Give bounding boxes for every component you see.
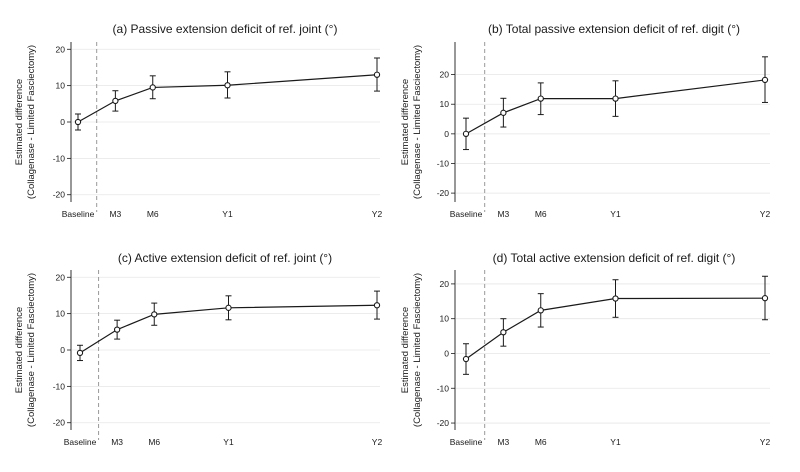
x-tick-label: Y2 [760,437,771,447]
y-tick-label: 0 [60,117,65,127]
y-tick-label: -10 [53,381,66,391]
y-axis-label: Estimated difference [400,307,411,393]
data-point [500,109,507,116]
data-point [151,311,158,318]
y-axis-label-secondary: (Collagenase - Limited Fasciectomy) [26,45,37,199]
data-point [462,355,470,363]
data-point [761,76,769,84]
data-point [113,326,121,333]
data-point [537,95,544,102]
data-point [537,307,544,314]
x-tick-label: M6 [148,437,160,447]
y-tick-label: 20 [56,44,66,54]
panel-a: (a) Passive extension deficit of ref. jo… [14,22,382,219]
y-tick-label: 0 [444,129,449,139]
data-point [225,304,232,311]
x-tick-label: Baseline [62,209,95,219]
x-tick-label: M6 [535,437,547,447]
y-tick-label: -10 [53,153,66,163]
data-point [149,84,156,91]
x-tick-label: Y1 [610,437,621,447]
chart-title: (a) Passive extension deficit of ref. jo… [113,22,338,36]
y-tick-label: 20 [56,272,66,282]
x-tick-label: Baseline [450,209,483,219]
x-tick-label: M3 [109,209,121,219]
y-axis-label-secondary: (Collagenase - Limited Fasciectomy) [412,45,423,199]
x-tick-label: M3 [497,437,509,447]
x-tick-label: M3 [111,437,123,447]
y-tick-label: -20 [53,190,66,200]
data-point [761,295,769,302]
y-axis-label: Estimated difference [400,79,411,165]
chart-title: (d) Total active extension deficit of re… [493,251,736,265]
data-point [373,302,381,309]
data-point [112,97,119,105]
panel-d: (d) Total active extension deficit of re… [400,251,770,447]
y-tick-label: 10 [440,314,450,324]
x-tick-label: Y2 [760,209,771,219]
y-axis-label: Estimated difference [14,307,25,393]
panel-b: (b) Total passive extension deficit of r… [400,22,770,219]
y-tick-label: 20 [440,279,450,289]
y-axis-label: Estimated difference [14,79,25,165]
chart-title: (c) Active extension deficit of ref. joi… [118,251,332,265]
y-tick-label: 20 [440,70,450,80]
x-tick-label: Baseline [64,437,97,447]
x-tick-label: Y2 [372,209,383,219]
y-tick-label: -20 [437,188,450,198]
x-tick-label: M3 [497,209,509,219]
x-tick-label: Y2 [372,437,383,447]
data-point [76,349,84,357]
y-axis-label-secondary: (Collagenase - Limited Fasciectomy) [412,273,423,427]
data-point [500,329,507,336]
y-tick-label: -10 [437,383,450,393]
y-tick-label: -10 [437,158,450,168]
y-tick-label: 0 [60,345,65,355]
y-axis-label-secondary: (Collagenase - Limited Fasciectomy) [26,273,37,427]
y-tick-label: -20 [53,418,66,428]
x-tick-label: Y1 [610,209,621,219]
x-tick-label: M6 [535,209,547,219]
x-tick-label: Y1 [222,209,233,219]
y-tick-label: 0 [444,348,449,358]
y-tick-label: 10 [440,99,450,109]
data-point [74,118,82,126]
x-tick-label: Baseline [450,437,483,447]
y-tick-label: 10 [56,81,66,91]
data-point [462,130,470,138]
panel-c: (c) Active extension deficit of ref. joi… [14,251,382,447]
x-tick-label: Y1 [223,437,234,447]
data-point [373,71,381,78]
x-tick-label: M6 [147,209,159,219]
data-point [224,82,231,89]
chart-title: (b) Total passive extension deficit of r… [488,22,740,36]
y-tick-label: 10 [56,309,66,319]
y-tick-label: -20 [437,418,450,428]
data-point [612,295,619,302]
data-point [612,95,619,102]
